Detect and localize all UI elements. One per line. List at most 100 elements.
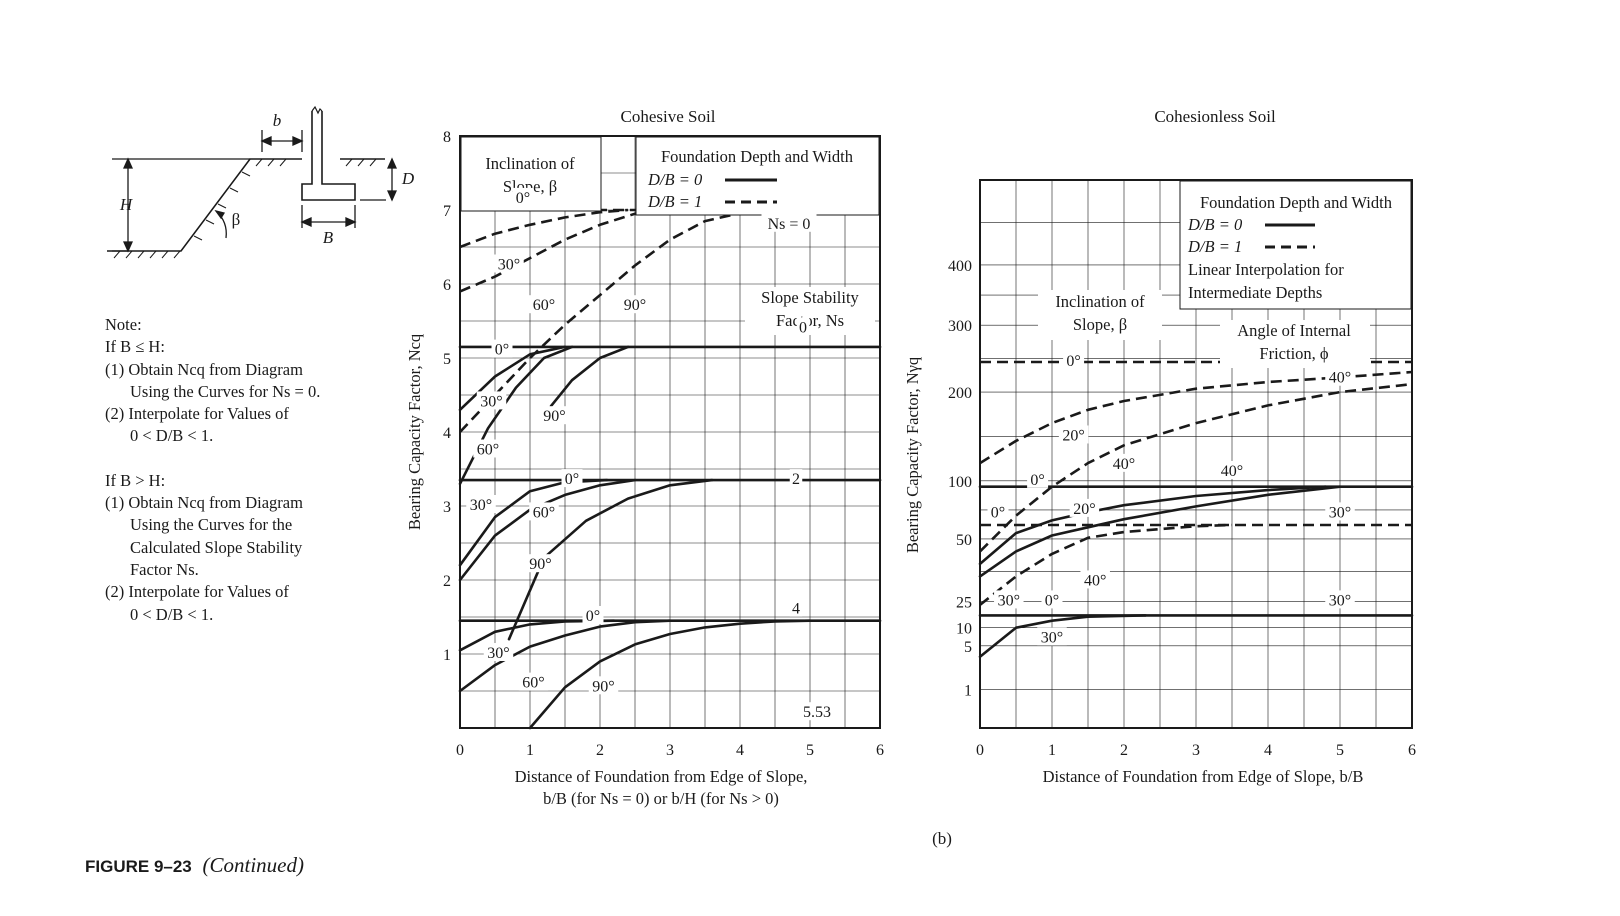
series-line (458, 619, 616, 652)
note-line: Factor Ns. (130, 559, 199, 579)
annotation-label: 4 (792, 601, 800, 618)
legend-title: Foundation Depth and Width (1200, 193, 1393, 212)
legend-entry-solid: D/B = 0 (647, 170, 703, 189)
annotation-label: 30° (1329, 592, 1351, 609)
x-axis-label-line2: b/B (for Ns = 0) or b/H (for Ns > 0) (543, 789, 779, 808)
y-tick-label: 2 (443, 573, 451, 590)
annotation-bg (494, 254, 524, 273)
annotation-label: 2 (792, 471, 800, 488)
annotation-label: 40° (1221, 463, 1243, 480)
annotation-bg (987, 502, 1009, 521)
x-tick-label: 0 (456, 742, 464, 759)
friction-box-line1: Angle of Internal (1237, 321, 1351, 340)
annotation-bg (798, 702, 836, 721)
annotation-bg (1063, 350, 1085, 369)
annotation-label: 0° (586, 608, 600, 625)
legend-entry-dashed: D/B = 1 (1187, 237, 1242, 256)
annotation-label: 30° (498, 257, 520, 274)
note-line: 0 < D/B < 1. (130, 604, 214, 624)
legend: Foundation Depth and Width D/B = 0 D/B =… (1179, 180, 1412, 310)
note-line: Calculated Slope Stability (130, 537, 303, 557)
y-tick-label: 6 (443, 277, 451, 294)
dim-D (360, 159, 393, 201)
x-tick-label: 4 (1264, 742, 1272, 759)
dim-H (112, 158, 250, 252)
annotation-label: 40° (1084, 572, 1106, 589)
ground-hatching (113, 158, 377, 259)
x-tick-label: 6 (876, 742, 884, 759)
annotation-label: 0° (1045, 592, 1059, 609)
annotation-label: 0° (991, 504, 1005, 521)
series-line (528, 619, 812, 730)
annotation-bg (1325, 367, 1355, 386)
annotation-bg (473, 439, 503, 458)
note-line: If B ≤ H: (105, 337, 165, 357)
annotation-label: 40° (1329, 370, 1351, 387)
sketch-labels: b H D β B (119, 111, 415, 247)
annotation-bg (1217, 460, 1247, 479)
annotation-bg (512, 187, 534, 206)
x-tick-label: 2 (596, 742, 604, 759)
annotation-label: 90° (624, 297, 646, 314)
series-line (979, 523, 1233, 606)
series-line (978, 485, 1342, 578)
legend-note-line1: Linear Interpolation for (1188, 260, 1344, 279)
annotation-bg (1041, 590, 1063, 609)
friction-box-line2: Friction, ϕ (1259, 344, 1328, 363)
chart-title: Cohesive Soil (621, 107, 716, 126)
plot-frame (979, 179, 1413, 729)
annotation-bg (561, 469, 583, 488)
series-line (458, 478, 637, 582)
annotation-label: 90° (592, 678, 614, 695)
y-tick-label: 4 (443, 425, 451, 442)
footing-sketch (107, 105, 398, 259)
annotation-label: 30° (1329, 504, 1351, 521)
y-tick-label: 8 (443, 129, 451, 146)
annotation-label: 30° (487, 645, 509, 662)
annotation-label: 20° (1073, 501, 1095, 518)
annotation-bg (1069, 498, 1100, 517)
x-tick-label: 0 (976, 742, 984, 759)
x-tick-label: 5 (1336, 742, 1344, 759)
sketch-label-b: b (273, 111, 282, 130)
annotation-bg (491, 339, 513, 358)
y-tick-label: 300 (948, 318, 972, 335)
y-tick-label: 7 (443, 203, 451, 220)
y-tick-label: 10 (956, 621, 972, 638)
annotation-label: 90° (543, 408, 565, 425)
figure-caption: FIGURE 9–23 (Continued) (85, 853, 304, 878)
y-tick-label: 100 (948, 474, 972, 491)
annotation-bg (539, 406, 570, 425)
legend-entry-solid: D/B = 0 (1187, 215, 1243, 234)
inclination-box: Inclination of Slope, β (1038, 290, 1162, 340)
annotation-label: 0° (516, 190, 530, 207)
annotation-label: 90° (529, 556, 551, 573)
stability-box: Slope Stability Factor, Ns (745, 287, 875, 335)
annotation-bg (1325, 502, 1355, 521)
y-tick-label: 5 (443, 351, 451, 368)
annotation-label: 0° (565, 471, 579, 488)
annotation-bg (525, 554, 556, 573)
series-line (979, 382, 1413, 553)
series-line (459, 208, 629, 249)
slope-surface (107, 158, 302, 252)
legend-title: Foundation Depth and Width (661, 147, 854, 166)
y-tick-label: 1 (964, 683, 972, 700)
annotation-bg (529, 295, 559, 314)
annotation-label: 30° (470, 497, 492, 514)
series-line (979, 370, 1413, 465)
note-block: Note: If B ≤ H: (1) Obtain Ncq from Diag… (105, 314, 405, 626)
cohesionless-chart: Cohesionless Soil 0 1 2 3 4 5 6151025501002003… (903, 107, 1416, 786)
annotation-label: Ns = 0 (768, 216, 811, 233)
annotation-bg (582, 606, 604, 624)
dim-b-arrows (260, 135, 304, 147)
annotation-bg (1027, 469, 1049, 488)
note-spacer (105, 448, 405, 470)
stability-box-line1: Slope Stability (761, 288, 859, 307)
annotation-bg (1325, 590, 1355, 609)
annotation-bg (1037, 627, 1067, 646)
note-line: Using the Curves for Ns = 0. (130, 381, 321, 401)
figure-continued: (Continued) (202, 853, 304, 877)
series-line (459, 208, 755, 433)
